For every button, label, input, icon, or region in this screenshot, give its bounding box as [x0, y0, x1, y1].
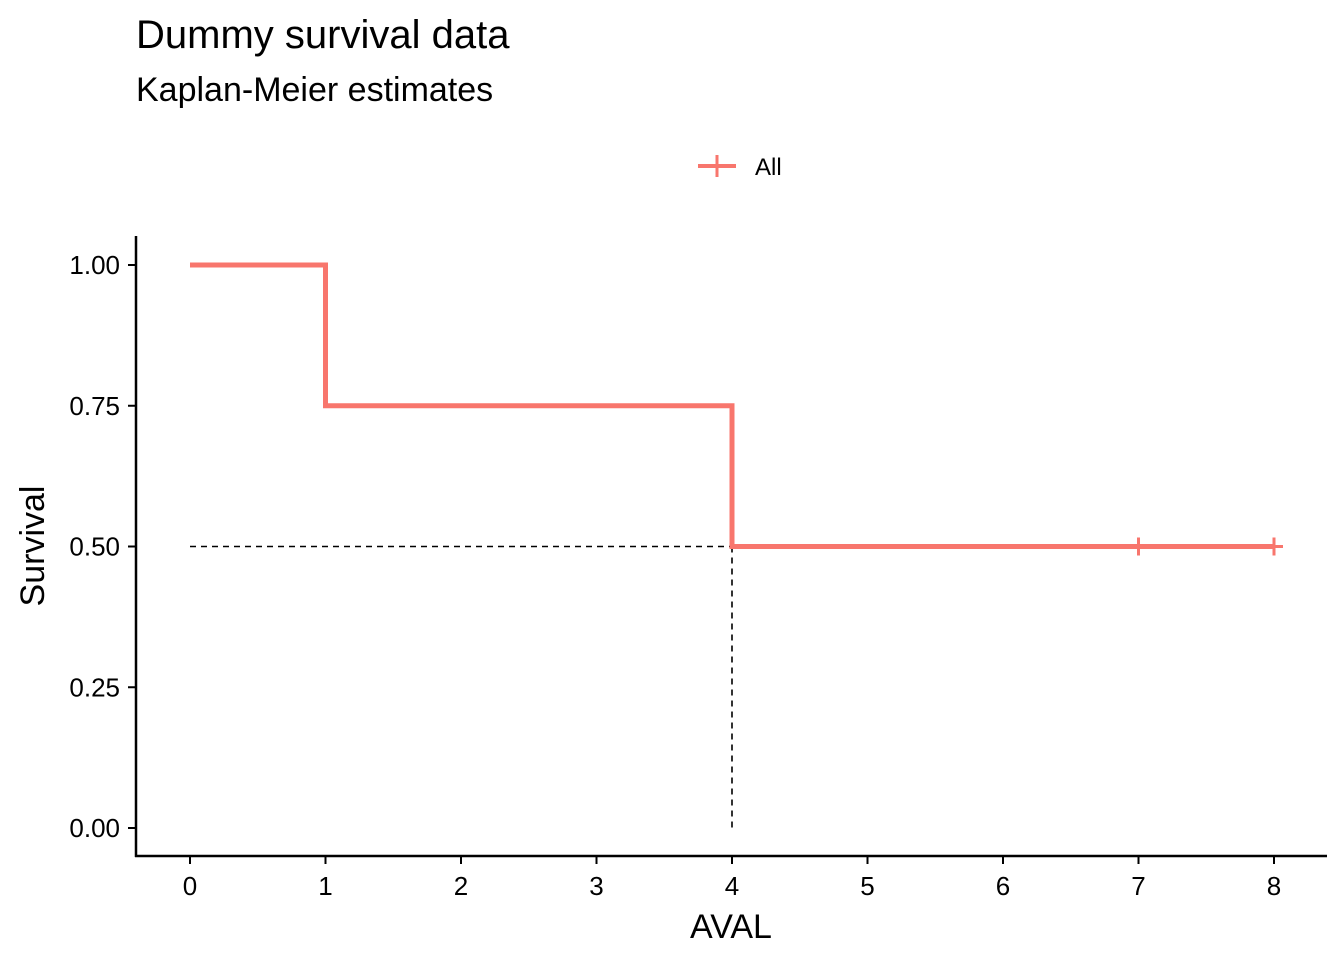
legend-label-all: All — [755, 154, 782, 181]
survival-curve-all — [190, 262, 1274, 549]
x-axis-title: AVAL — [690, 908, 772, 946]
y-tick-label: 1.00 — [69, 250, 120, 280]
x-tick-label: 8 — [1267, 871, 1281, 901]
x-tick-label: 0 — [183, 871, 197, 901]
y-axis-ticks: 0.00 0.25 0.50 0.75 1.00 — [69, 250, 136, 843]
x-tick-label: 2 — [454, 871, 468, 901]
x-tick-label: 3 — [589, 871, 603, 901]
y-tick-label: 0.25 — [69, 672, 120, 702]
chart-title: Dummy survival data — [136, 13, 510, 57]
y-axis-title: Survival — [14, 486, 52, 607]
x-tick-label: 6 — [996, 871, 1010, 901]
y-tick-label: 0.00 — [69, 813, 120, 843]
chart-subtitle: Kaplan-Meier estimates — [136, 71, 493, 109]
y-tick-label: 0.50 — [69, 532, 120, 562]
x-axis-ticks: 0 1 2 3 4 5 6 7 8 — [183, 856, 1281, 901]
y-tick-label: 0.75 — [69, 391, 120, 421]
x-tick-label: 7 — [1131, 871, 1145, 901]
x-tick-label: 1 — [318, 871, 332, 901]
x-tick-label: 4 — [725, 871, 739, 901]
legend: All — [698, 154, 782, 181]
x-tick-label: 5 — [860, 871, 874, 901]
plot-area — [190, 262, 1283, 828]
